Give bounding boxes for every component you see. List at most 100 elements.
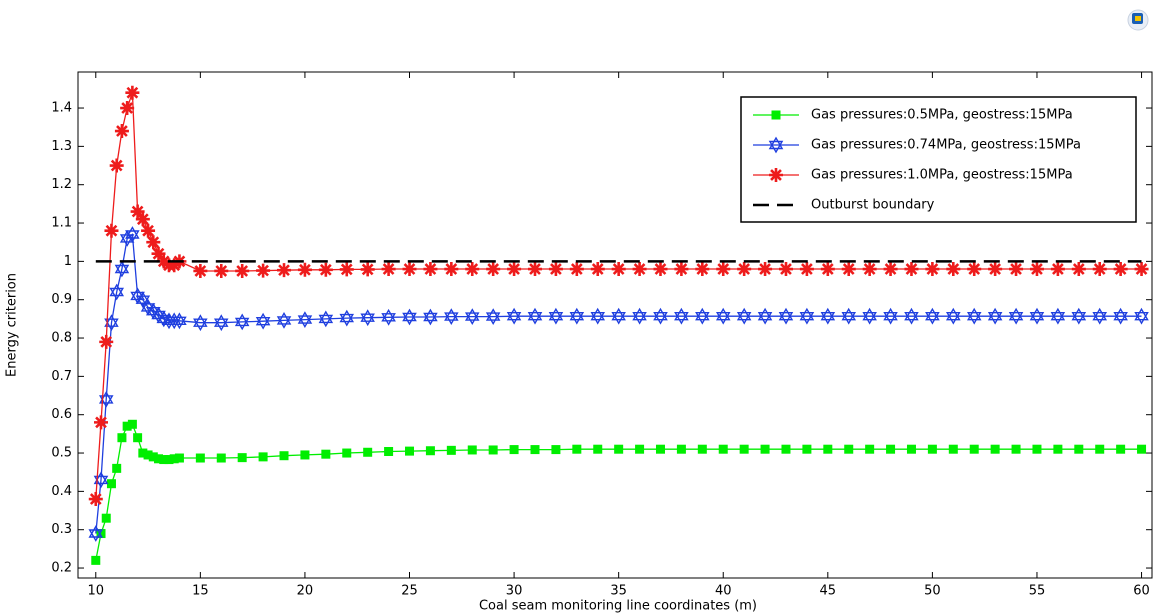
y-tick-label: 1.2: [51, 177, 72, 192]
marker: [1137, 444, 1147, 454]
marker: [465, 262, 480, 277]
marker: [716, 262, 731, 277]
marker: [114, 260, 130, 278]
marker: [551, 445, 561, 455]
marker: [990, 444, 1000, 454]
marker: [96, 529, 106, 539]
marker: [611, 262, 626, 277]
marker: [381, 262, 396, 277]
marker: [718, 444, 728, 454]
marker: [446, 445, 456, 455]
marker: [174, 453, 184, 463]
marker: [506, 307, 522, 325]
y-tick-label: 0.7: [51, 369, 72, 384]
marker: [234, 313, 250, 331]
marker: [697, 444, 707, 454]
marker: [1095, 444, 1105, 454]
marker: [88, 492, 103, 507]
marker: [886, 444, 896, 454]
x-axis-label: Coal seam monitoring line coordinates (m…: [479, 599, 757, 614]
x-tick-label: 30: [506, 584, 523, 599]
marker: [632, 307, 647, 325]
marker: [781, 444, 791, 454]
marker: [771, 110, 781, 120]
y-tick-label: 0.2: [51, 561, 72, 576]
marker: [674, 307, 689, 325]
marker: [548, 262, 563, 277]
legend-label: Outburst boundary: [811, 198, 935, 213]
marker: [841, 307, 857, 325]
marker: [925, 307, 940, 325]
marker: [318, 310, 334, 328]
marker: [1113, 307, 1128, 325]
marker: [195, 453, 205, 463]
x-tick-label: 40: [715, 584, 732, 599]
series: [88, 85, 1149, 507]
marker: [1029, 262, 1044, 277]
marker: [760, 444, 770, 454]
marker: [423, 308, 438, 326]
line: [95, 233, 1142, 534]
x-tick-label: 50: [924, 584, 941, 599]
marker: [883, 307, 898, 325]
marker: [172, 312, 187, 330]
marker: [946, 262, 961, 277]
marker: [114, 124, 129, 139]
marker: [655, 444, 665, 454]
marker: [297, 311, 313, 329]
marker: [904, 262, 919, 277]
marker: [695, 262, 710, 277]
marker: [906, 444, 916, 454]
marker: [768, 136, 784, 154]
marker: [1071, 262, 1086, 277]
marker: [927, 444, 937, 454]
marker: [467, 445, 477, 455]
marker: [104, 223, 119, 238]
marker: [527, 307, 543, 325]
marker: [214, 263, 229, 278]
marker: [1029, 307, 1045, 325]
marker: [120, 101, 135, 116]
marker: [143, 450, 153, 460]
marker: [164, 455, 174, 465]
marker: [695, 307, 710, 325]
marker: [94, 415, 109, 430]
y-tick-label: 0.5: [51, 446, 72, 461]
marker: [988, 262, 1003, 277]
marker: [1008, 307, 1024, 325]
marker: [360, 262, 375, 277]
marker: [966, 307, 982, 325]
marker: [948, 444, 958, 454]
marker: [488, 445, 498, 455]
marker: [653, 307, 668, 325]
marker: [101, 513, 111, 523]
marker: [530, 445, 540, 455]
legend-label: Gas pressures:0.5MPa, geostress:15MPa: [811, 108, 1073, 123]
marker: [632, 262, 647, 277]
marker: [590, 262, 605, 277]
marker: [841, 262, 856, 277]
marker: [363, 447, 373, 457]
series: [91, 419, 1147, 565]
marker: [820, 262, 835, 277]
marker: [127, 419, 137, 429]
marker: [507, 262, 522, 277]
marker: [138, 448, 148, 458]
marker: [778, 262, 793, 277]
legend-label: Gas pressures:0.74MPa, geostress:15MPa: [811, 138, 1081, 153]
x-tick-label: 25: [401, 584, 418, 599]
marker: [1134, 307, 1149, 325]
marker: [799, 307, 815, 325]
marker: [969, 444, 979, 454]
marker: [141, 223, 156, 238]
marker: [109, 283, 125, 301]
marker: [590, 307, 606, 325]
marker: [548, 307, 564, 325]
marker: [117, 433, 127, 443]
marker: [125, 226, 140, 243]
marker: [169, 454, 179, 464]
marker: [883, 262, 898, 277]
marker: [987, 307, 1003, 325]
marker: [277, 263, 292, 278]
marker: [148, 452, 158, 462]
